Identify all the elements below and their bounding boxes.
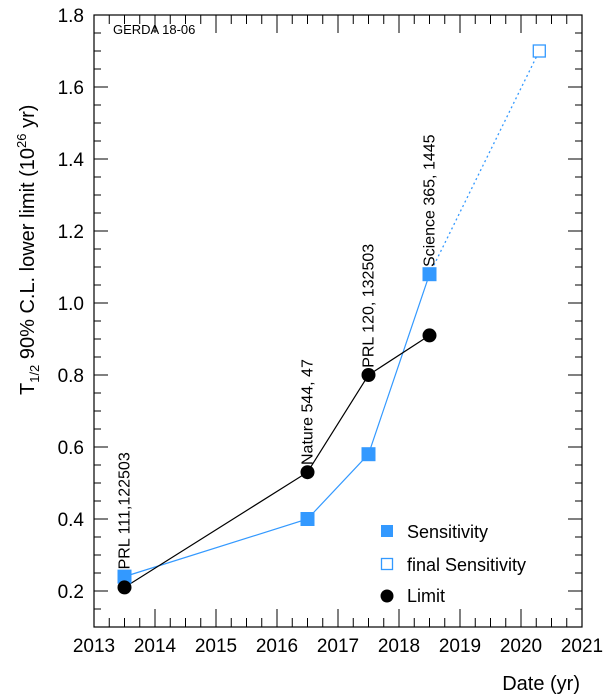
- limit-point: [422, 328, 437, 343]
- y-tick-label: 1.0: [58, 294, 84, 315]
- x-tick-label: 2017: [317, 636, 359, 657]
- x-axis-title: Date (yr): [502, 673, 580, 695]
- sensitivity-point: [361, 447, 376, 462]
- limit-line: [124, 334, 430, 588]
- y-tick-label: 1.2: [58, 222, 84, 243]
- legend: Sensitivity final Sensitivity Limit: [380, 522, 526, 606]
- final-sensitivity-dotted-line: [428, 50, 540, 275]
- annotation-label: PRL 120, 132503: [361, 244, 378, 368]
- y-tick-label: 1.4: [58, 150, 85, 171]
- annotations: PRL 111,122503 Nature 544, 47 PRL 120, 132…: [117, 134, 439, 569]
- sensitivity-line: [124, 274, 431, 578]
- annotation-label: Science 365, 1445: [422, 134, 439, 267]
- limit-point: [117, 580, 132, 595]
- annotation-label: PRL 111,122503: [117, 452, 134, 569]
- legend-marker-final-sensitivity: [380, 557, 394, 571]
- annotation-label: Nature 544, 47: [300, 359, 317, 465]
- y-axis: 0.2 0.4 0.6 0.8 1.0 1.2 1.4 1.6 1.8: [58, 6, 582, 628]
- x-tick-label: 2014: [134, 636, 177, 657]
- limit-point: [361, 368, 376, 382]
- final-sensitivity-point: [532, 44, 546, 58]
- legend-label-sensitivity: Sensitivity: [407, 522, 488, 542]
- x-tick-label: 2021: [561, 636, 603, 657]
- x-axis: 2013 2014 2015 2016 2017 2018 2019 2020 2021: [73, 15, 603, 657]
- y-tick-label: 1.8: [58, 6, 84, 27]
- legend-label-final-sensitivity: final Sensitivity: [407, 555, 526, 575]
- legend-label-limit: Limit: [407, 586, 445, 606]
- plot-frame: [93, 14, 583, 628]
- x-tick-label: 2018: [378, 636, 420, 657]
- sensitivity-point: [422, 267, 437, 282]
- y-tick-label: 0.6: [58, 438, 84, 459]
- sensitivity-point: [300, 512, 315, 526]
- y-tick-label: 1.6: [58, 78, 84, 99]
- y-tick-label: 0.4: [58, 510, 85, 531]
- y-axis-title: T1/2 90% C.L. lower limit (1026 yr): [14, 105, 42, 395]
- series-layer: [117, 44, 546, 595]
- y-tick-label: 0.2: [58, 582, 84, 603]
- legend-marker-sensitivity: [381, 525, 393, 537]
- chart-tag: GERDA 18-06: [113, 22, 195, 37]
- x-tick-label: 2013: [73, 636, 115, 657]
- limit-point: [300, 465, 315, 480]
- y-tick-label: 0.8: [58, 366, 84, 387]
- x-tick-label: 2015: [195, 636, 237, 657]
- x-tick-label: 2019: [439, 636, 481, 657]
- legend-marker-limit: [380, 589, 394, 603]
- x-tick-label: 2020: [500, 636, 542, 657]
- sensitivity-point: [117, 569, 132, 584]
- x-tick-label: 2016: [256, 636, 298, 657]
